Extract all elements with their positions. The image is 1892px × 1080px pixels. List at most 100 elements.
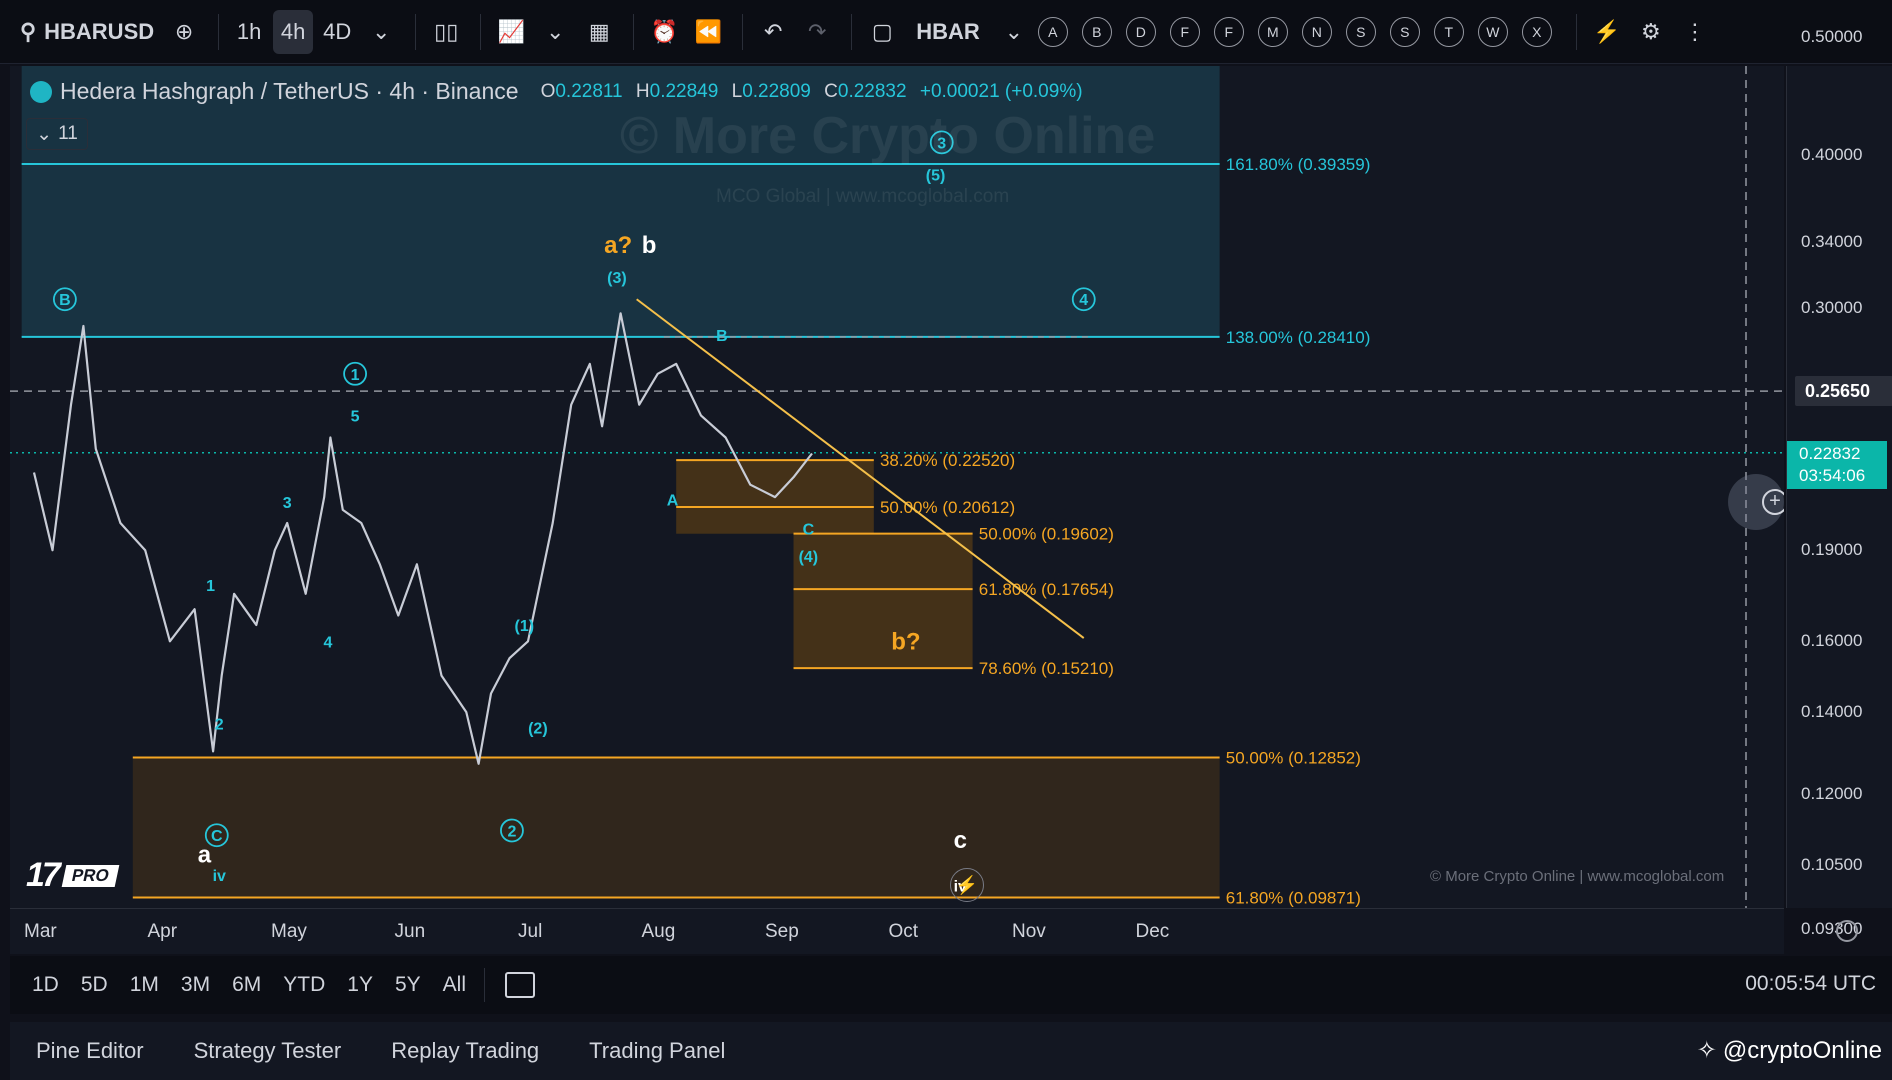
price-chart: 178.60% (0.49543)161.80% (0.39359)138.00… bbox=[10, 66, 1784, 908]
price-series-line bbox=[32, 312, 813, 765]
settings-button[interactable]: ⚙ bbox=[1631, 10, 1671, 54]
chevron-down-icon: ⌄ bbox=[1004, 18, 1024, 44]
alert-button[interactable]: ⏰ bbox=[644, 10, 684, 54]
range-1d-button[interactable]: 1D bbox=[32, 973, 59, 996]
wave-letter-button[interactable]: S bbox=[1389, 16, 1420, 47]
chevron-down-icon: ⌄ bbox=[372, 18, 391, 44]
wave-label: A bbox=[667, 493, 679, 510]
attribution-text: @cryptoOnline bbox=[1722, 1036, 1882, 1064]
price-tick-label: 0.12000 bbox=[1801, 783, 1863, 803]
close-label: C bbox=[824, 80, 838, 102]
time-tick-label: Jul bbox=[518, 921, 543, 942]
series-legend: Hedera Hashgraph / TetherUS · 4h · Binan… bbox=[30, 78, 1083, 105]
compare-symbol-button[interactable]: ⊕ bbox=[164, 10, 204, 54]
chart-pane[interactable]: 178.60% (0.49543)161.80% (0.39359)138.00… bbox=[10, 66, 1784, 908]
layout-button[interactable]: ▦ bbox=[579, 10, 619, 54]
compare-symbol-label[interactable]: HBAR bbox=[916, 18, 980, 44]
top-toolbar: ⚲ HBARUSD ⊕ 1h 4h 4D ⌄ ▯▯ 📈 ⌄ ▦ ⏰ ⏪ ↶ ↷ … bbox=[0, 0, 1892, 64]
lightning-search-icon: ⚡ bbox=[1593, 18, 1621, 44]
symbol-search-button[interactable]: ⚲ HBARUSD bbox=[14, 10, 160, 54]
current-price-label: 0.22832 03:54:06 bbox=[1787, 440, 1887, 489]
time-tick-label: Oct bbox=[888, 921, 919, 942]
b-zone bbox=[793, 533, 973, 669]
wave-letter-button[interactable]: B bbox=[1081, 16, 1112, 47]
replay-button[interactable]: ⏪ bbox=[688, 10, 728, 54]
tab-pine-editor[interactable]: Pine Editor bbox=[36, 1038, 144, 1063]
hbar-logo-icon bbox=[30, 80, 52, 103]
wave-label: b? bbox=[891, 628, 920, 655]
range-ytd-button[interactable]: YTD bbox=[283, 973, 326, 996]
utc-clock[interactable]: 00:05:54 UTC bbox=[1745, 972, 1876, 995]
wave-letter-button[interactable]: W bbox=[1477, 16, 1508, 47]
range-5d-button[interactable]: 5D bbox=[80, 973, 108, 996]
toolbar-divider bbox=[633, 13, 635, 50]
wave-letter-button[interactable]: F bbox=[1213, 16, 1244, 47]
range-5y-button[interactable]: 5Y bbox=[394, 973, 421, 996]
wave-letter-button[interactable]: X bbox=[1521, 16, 1552, 47]
price-tick-label: 0.10500 bbox=[1801, 854, 1863, 874]
wave-letter-button[interactable]: T bbox=[1433, 16, 1464, 47]
wave-label: 5 bbox=[351, 408, 360, 425]
range-1y-button[interactable]: 1Y bbox=[347, 973, 373, 996]
undo-button[interactable]: ↶ bbox=[753, 10, 793, 54]
wave-letter-button[interactable]: D bbox=[1125, 16, 1156, 47]
wave-letter-button[interactable]: N bbox=[1301, 16, 1332, 47]
lightning-icon[interactable]: ⚡ bbox=[950, 868, 984, 902]
indicators-dropdown[interactable]: ⌄ bbox=[535, 10, 575, 54]
watermark-main: © More Crypto Online bbox=[620, 107, 1156, 165]
gear-icon[interactable] bbox=[1836, 920, 1858, 942]
dots-grid-icon: ⋮ bbox=[1683, 18, 1706, 44]
wave-letter-button[interactable]: M bbox=[1257, 16, 1288, 47]
tab-strategy-tester[interactable]: Strategy Tester bbox=[193, 1038, 342, 1063]
range-all-button[interactable]: All bbox=[442, 973, 466, 996]
tab-replay-trading[interactable]: Replay Trading bbox=[391, 1038, 540, 1063]
crosshair-price-label: 0.25650 bbox=[1795, 376, 1892, 407]
search-icon: ⚲ bbox=[20, 18, 37, 44]
large-orange-zone bbox=[132, 757, 1220, 898]
plus-circle-icon[interactable]: + bbox=[1762, 489, 1784, 515]
indicators-count: 11 bbox=[58, 123, 78, 144]
toolbar-divider bbox=[415, 13, 417, 50]
interval-dropdown[interactable]: ⌄ bbox=[361, 10, 401, 54]
rewind-icon: ⏪ bbox=[694, 18, 722, 44]
wave-label: 3 bbox=[283, 495, 292, 512]
price-tick-label: 0.34000 bbox=[1801, 231, 1863, 251]
high-label: H bbox=[635, 80, 650, 102]
range-6m-button[interactable]: 6M bbox=[232, 973, 262, 996]
tradingview-logo: 17 PRO bbox=[26, 856, 120, 895]
time-axis[interactable]: Mar Apr May Jun Jul Aug Sep Oct Nov Dec bbox=[10, 908, 1784, 954]
toolbar-divider bbox=[851, 13, 853, 50]
price-tick-label: 0.40000 bbox=[1801, 145, 1863, 165]
indicators-collapse-button[interactable]: ⌄ 11 bbox=[26, 118, 88, 150]
wave-letter-button[interactable]: S bbox=[1345, 16, 1376, 47]
open-label: O bbox=[540, 80, 556, 102]
tab-trading-panel[interactable]: Trading Panel bbox=[589, 1038, 726, 1063]
wave-label: 1 bbox=[206, 578, 215, 595]
wave-label: (3) bbox=[607, 270, 627, 287]
wave-letter-button[interactable]: A bbox=[1037, 16, 1068, 47]
indicators-button[interactable]: 📈 bbox=[491, 10, 531, 54]
quick-search-button[interactable]: ⚡ bbox=[1587, 10, 1627, 54]
close-value: 0.22832 bbox=[837, 80, 907, 102]
wave-label: B bbox=[59, 292, 71, 309]
chart-type-button[interactable]: ▯▯ bbox=[426, 10, 466, 54]
range-1m-button[interactable]: 1M bbox=[129, 973, 159, 996]
chevron-down-icon: ⌄ bbox=[36, 123, 53, 145]
alarm-clock-icon: ⏰ bbox=[650, 18, 678, 44]
redo-button[interactable]: ↷ bbox=[797, 10, 837, 54]
fullscreen-button[interactable]: ▢ bbox=[862, 10, 902, 54]
wave-label: (1) bbox=[515, 618, 535, 635]
calendar-icon[interactable] bbox=[505, 972, 535, 998]
price-tick-label: 0.50000 bbox=[1801, 27, 1863, 47]
wave-letter-button[interactable]: F bbox=[1169, 16, 1200, 47]
interval-4h-button[interactable]: 4h bbox=[273, 9, 314, 54]
range-3m-button[interactable]: 3M bbox=[180, 973, 211, 996]
compare-dropdown[interactable]: ⌄ bbox=[994, 10, 1034, 54]
interval-4d-button[interactable]: 4D bbox=[323, 18, 352, 44]
fib-level-label: 50.00% (0.20612) bbox=[880, 498, 1015, 517]
time-tick-label: Dec bbox=[1135, 921, 1170, 942]
wave-label: 4 bbox=[323, 634, 332, 651]
price-scale[interactable]: 0.25650 0.22832 03:54:06 0.600000.500000… bbox=[1786, 27, 1892, 938]
more-button[interactable]: ⋮ bbox=[1675, 10, 1715, 54]
interval-1h-button[interactable]: 1h bbox=[236, 18, 262, 44]
